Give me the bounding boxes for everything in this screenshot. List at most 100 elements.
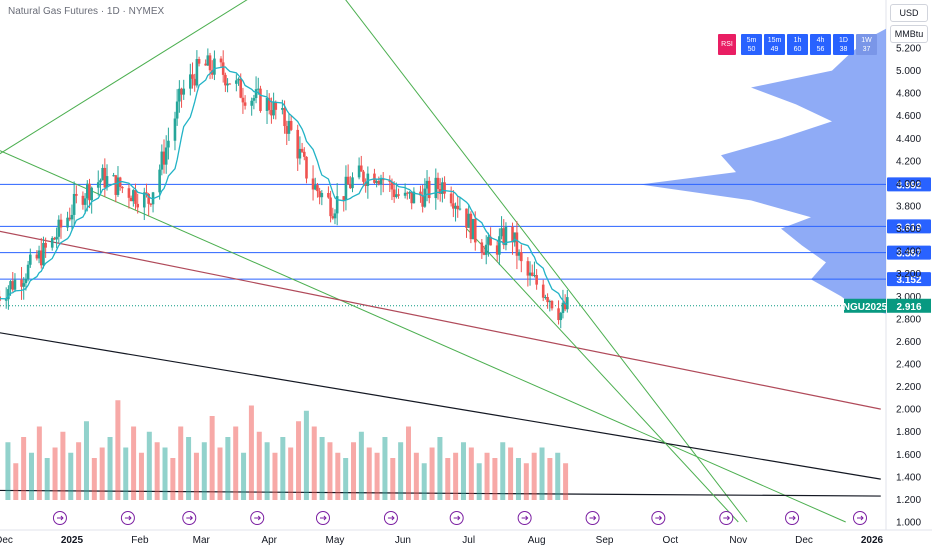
candle-body	[136, 203, 140, 208]
volume-bar	[60, 431, 66, 500]
volume-bar	[374, 452, 380, 500]
candle-body	[13, 279, 17, 290]
key-level-label: 3.152	[896, 275, 921, 286]
candle-body	[320, 192, 324, 198]
tf-cell-1d[interactable]: 1D 38	[833, 34, 854, 55]
candle-body	[105, 176, 109, 188]
unit-button[interactable]: MMBtu	[890, 25, 928, 43]
candle-body	[221, 62, 225, 75]
tf-cell-15m[interactable]: 15m 49	[764, 34, 785, 55]
candle-body	[544, 297, 547, 299]
candle-body	[274, 102, 278, 110]
volume-profile	[640, 28, 886, 314]
x-tick-label: Apr	[261, 535, 277, 546]
candle-body	[256, 88, 260, 90]
candle-body	[296, 129, 300, 159]
volume-bar	[241, 452, 247, 500]
volume-bar	[248, 405, 254, 500]
event-marker-arrow	[655, 515, 663, 521]
event-marker-arrow	[723, 515, 731, 521]
candle-body	[511, 226, 514, 243]
candle-body	[471, 219, 475, 240]
candle-body	[480, 242, 484, 253]
candle-body	[158, 169, 161, 193]
y-tick-label: 1.000	[896, 518, 921, 529]
volume-bar	[138, 452, 144, 500]
x-tick-label: Feb	[131, 535, 149, 546]
candle-body	[103, 167, 107, 188]
candle-body	[250, 100, 253, 106]
candle-body	[26, 264, 30, 280]
volume-bar	[280, 437, 286, 500]
candle-body	[419, 191, 422, 196]
candle-body	[226, 83, 229, 86]
x-tick-label: May	[326, 535, 345, 546]
y-tick-label: 3.000	[896, 292, 921, 303]
candle-body	[83, 198, 87, 205]
candle-body	[535, 275, 538, 285]
volume-bar	[500, 442, 506, 500]
candle-body	[379, 179, 383, 185]
candle-body	[4, 299, 8, 301]
candle-body	[127, 188, 131, 198]
key-level-tag	[887, 245, 931, 260]
x-tick-label: Aug	[528, 535, 546, 546]
candle-body	[318, 191, 321, 198]
candle-body	[302, 151, 306, 157]
event-markers	[52, 511, 867, 525]
volume-bar	[515, 458, 521, 500]
candle-body	[473, 219, 477, 243]
volume-bar	[209, 416, 215, 500]
candle-body	[449, 193, 453, 204]
x-tick-label: Sep	[596, 535, 614, 546]
candle-body	[7, 289, 10, 300]
volume-bar	[406, 426, 412, 500]
current-price-label: 2.916	[896, 302, 921, 313]
moving-average-line	[0, 66, 568, 306]
volume-bar	[28, 452, 34, 500]
volume-bar	[327, 442, 333, 500]
rsi-badge[interactable]: RSI	[718, 34, 736, 55]
candle-body	[563, 302, 567, 310]
y-tick-label: 5.000	[896, 66, 921, 77]
volume-bar	[13, 463, 19, 500]
candle-body	[546, 297, 549, 303]
volume-bar	[539, 447, 545, 500]
candle-body	[427, 180, 431, 199]
candle-body	[550, 301, 554, 309]
candle-body	[364, 181, 367, 186]
tf-cell-1h[interactable]: 1h 60	[787, 34, 808, 55]
volume-bar	[468, 447, 474, 500]
candle-body	[403, 192, 407, 196]
volume-bar	[484, 452, 490, 500]
candle-body	[487, 236, 490, 245]
currency-button[interactable]: USD	[890, 4, 928, 22]
y-tick-label: 2.400	[896, 360, 921, 371]
candle-body	[344, 176, 348, 201]
volume-bar	[107, 437, 113, 500]
volume-bar	[170, 458, 176, 500]
volume-bar	[83, 421, 89, 500]
key-level-tag	[887, 219, 931, 234]
y-tick-label: 3.800	[896, 202, 921, 213]
candle-body	[526, 261, 530, 276]
y-tick-label: 3.400	[896, 247, 921, 258]
candle-body	[454, 205, 457, 209]
tf-cell-1w[interactable]: 1W 37	[856, 34, 877, 55]
volume-bar	[272, 452, 278, 500]
event-marker-arrow	[186, 515, 193, 521]
volume-bar	[131, 426, 137, 500]
candle-body	[272, 102, 275, 116]
candle-body	[465, 208, 468, 228]
candle-body	[287, 120, 291, 134]
candle-body	[145, 192, 148, 194]
candle-body	[421, 195, 424, 207]
tf-cell-4h[interactable]: 4h 56	[810, 34, 831, 55]
candle-body	[224, 74, 227, 86]
candle-body	[305, 156, 308, 179]
candle-body	[495, 245, 499, 255]
tf-cell-5m[interactable]: 5m 50	[741, 34, 762, 55]
volume-bar	[421, 463, 427, 500]
